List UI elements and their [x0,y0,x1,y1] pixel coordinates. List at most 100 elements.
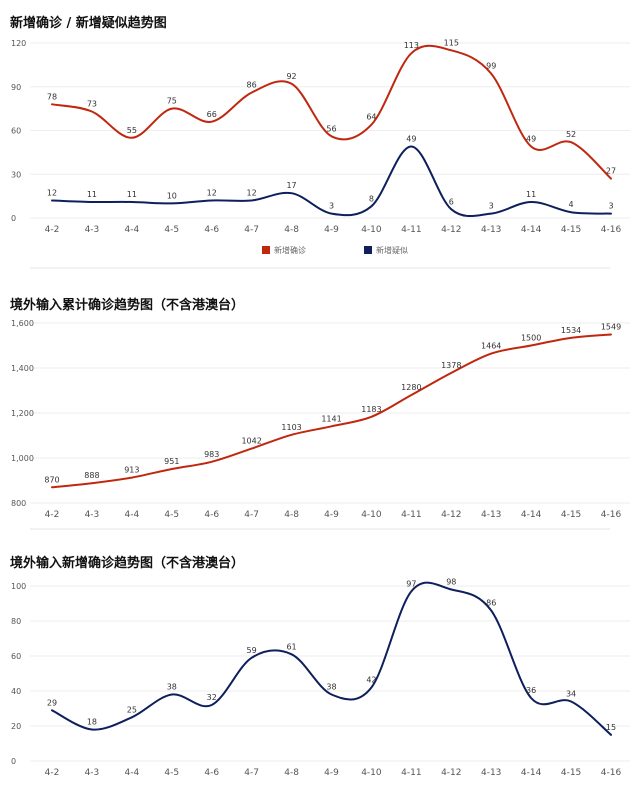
data-label: 983 [204,450,219,459]
x-tick-label: 4-11 [401,768,421,778]
y-tick-label: 800 [11,499,26,508]
data-label: 78 [47,92,57,101]
x-tick-label: 4-7 [244,768,259,778]
data-label: 888 [84,471,99,480]
data-label: 25 [127,705,137,714]
data-label: 3 [329,202,334,211]
data-label: 1042 [241,437,261,446]
y-tick-label: 90 [11,83,21,92]
legend-label: 新增确诊 [274,245,306,255]
x-tick-label: 4-13 [481,225,501,235]
x-tick-label: 4-5 [164,768,179,778]
x-tick-label: 4-9 [324,768,339,778]
data-label: 75 [167,97,177,106]
x-tick-label: 4-6 [204,225,219,235]
data-label: 18 [87,718,97,727]
data-label: 36 [526,686,536,695]
y-tick-label: 1,400 [11,364,34,373]
data-label: 4 [569,200,574,209]
x-tick-label: 4-3 [85,225,100,235]
y-tick-label: 60 [11,652,21,661]
data-label: 61 [286,642,296,651]
series-line-0 [51,333,612,489]
x-tick-label: 4-16 [601,225,622,235]
daily-chart: 新增确诊 / 新增疑似趋势图 0 30 60 90 120 4-2 4-3 4-4 4-5 4-6 4… [10,15,630,269]
chart-title: 新增确诊 / 新增疑似趋势图 [10,15,167,31]
x-tick-label: 4-4 [125,768,140,778]
x-tick-label: 4-5 [164,510,179,520]
chart-title: 境外输入新增确诊趋势图（不含港澳台） [10,555,244,571]
x-tick-label: 4-4 [125,225,140,235]
data-label: 1280 [401,383,421,392]
legend-label: 新增疑似 [376,245,408,255]
y-tick-label: 0 [11,757,16,766]
x-tick-label: 4-8 [284,510,299,520]
y-tick-label: 40 [11,687,21,696]
data-label: 12 [247,189,257,198]
data-label: 49 [526,135,536,144]
x-tick-label: 4-14 [521,510,542,520]
y-tick-label: 60 [11,127,21,136]
data-label: 66 [207,110,217,119]
data-label: 1183 [361,405,381,414]
data-label: 38 [167,683,177,692]
x-tick-label: 4-11 [401,510,421,520]
y-tick-label: 120 [11,39,26,48]
x-tick-label: 4-2 [45,510,60,520]
x-tick-label: 4-10 [361,768,382,778]
data-label: 951 [164,457,179,466]
y-tick-label: 1,000 [11,454,34,463]
data-label: 52 [566,130,576,139]
y-tick-label: 30 [11,170,21,179]
legend-item[interactable]: 新增确诊 [262,245,306,255]
x-tick-label: 4-15 [561,225,581,235]
data-label: 56 [326,124,336,133]
data-label: 32 [207,693,217,702]
data-label: 3 [608,202,613,211]
x-tick-label: 4-6 [204,768,219,778]
data-label: 913 [124,466,139,475]
x-tick-label: 4-9 [324,510,339,520]
data-label: 6 [449,197,454,206]
x-tick-label: 4-10 [361,225,382,235]
data-label: 1141 [321,414,341,423]
data-label: 34 [566,690,576,699]
data-label: 1549 [601,322,621,331]
cumulative-import-chart: 境外输入累计确诊趋势图（不含港澳台） 800 1,000 1,200 1,400 1,60… [10,297,630,530]
data-label: 27 [606,167,616,176]
x-tick-label: 4-12 [441,768,461,778]
x-tick-label: 4-5 [164,225,179,235]
legend-swatch [364,246,372,254]
data-label: 3 [489,202,494,211]
data-label: 1500 [521,334,541,343]
data-label: 15 [606,723,616,732]
data-label: 99 [486,62,496,71]
y-tick-label: 80 [11,617,21,626]
data-label: 86 [247,81,257,90]
x-tick-label: 4-15 [561,510,581,520]
data-label: 12 [207,189,217,198]
x-tick-label: 4-9 [324,225,339,235]
data-label: 11 [127,190,137,199]
x-tick-label: 4-4 [125,510,140,520]
x-tick-label: 4-2 [45,225,60,235]
x-tick-label: 4-7 [244,225,259,235]
data-label: 1534 [561,326,581,335]
data-label: 64 [366,113,376,122]
y-tick-label: 20 [11,722,21,731]
series-line-0 [51,581,612,736]
x-tick-label: 4-2 [45,768,60,778]
data-label: 115 [444,38,459,47]
x-tick-label: 4-13 [481,768,501,778]
data-label: 8 [369,194,374,203]
x-tick-label: 4-12 [441,510,461,520]
x-tick-label: 4-13 [481,510,501,520]
chart-title: 境外输入累计确诊趋势图（不含港澳台） [10,297,244,313]
y-tick-label: 1,200 [11,409,34,418]
data-label: 17 [286,181,296,190]
x-tick-label: 4-14 [521,225,542,235]
legend-item[interactable]: 新增疑似 [364,245,408,255]
data-label: 49 [406,135,416,144]
x-tick-label: 4-16 [601,510,622,520]
